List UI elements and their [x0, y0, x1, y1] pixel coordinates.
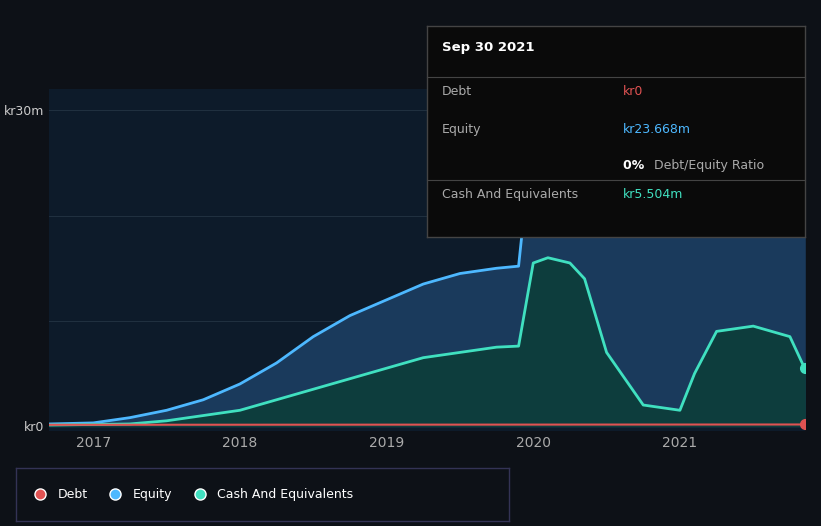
Text: 0%: 0%	[623, 159, 649, 172]
Text: kr5.504m: kr5.504m	[623, 188, 684, 201]
Text: Debt: Debt	[442, 85, 472, 98]
Text: Sep 30 2021: Sep 30 2021	[442, 41, 534, 54]
Text: kr23.668m: kr23.668m	[623, 123, 691, 136]
Legend: Debt, Equity, Cash And Equivalents: Debt, Equity, Cash And Equivalents	[23, 483, 359, 506]
Text: Equity: Equity	[442, 123, 482, 136]
Text: Debt/Equity Ratio: Debt/Equity Ratio	[654, 159, 764, 172]
Text: kr0: kr0	[623, 85, 644, 98]
Text: Cash And Equivalents: Cash And Equivalents	[442, 188, 578, 201]
